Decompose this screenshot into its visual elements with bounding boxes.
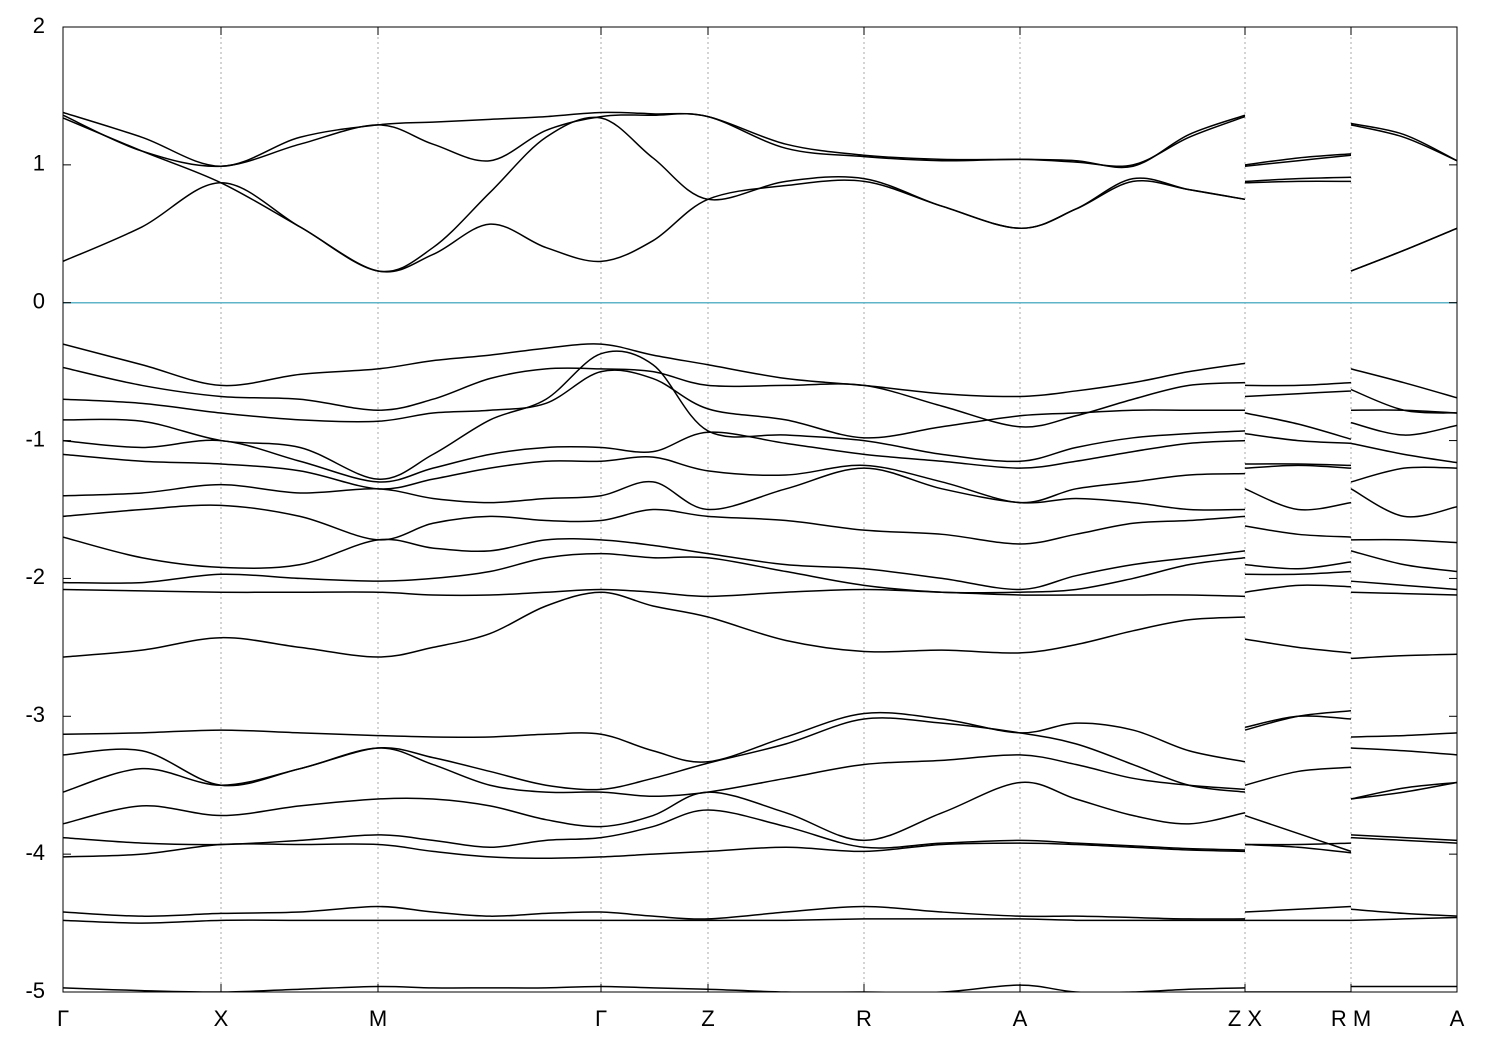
bands <box>63 111 1457 992</box>
x-tick-label: M <box>369 1006 387 1031</box>
y-tick-label: -4 <box>25 840 45 865</box>
band-line <box>63 350 1457 480</box>
x-tick-label: Γ <box>595 1006 607 1031</box>
x-tick-label: Γ <box>57 1006 69 1031</box>
band-line <box>63 591 1457 660</box>
x-tick-label: R M <box>1331 1006 1371 1031</box>
y-tick-label: 1 <box>33 151 45 176</box>
band-line <box>63 747 1457 800</box>
band-line <box>63 116 1457 273</box>
band-line <box>63 431 1457 483</box>
x-tick-label: Z X <box>1228 1006 1263 1031</box>
band-line <box>63 467 1457 518</box>
band-line <box>63 781 1457 853</box>
band-line <box>63 504 1457 545</box>
band-line <box>63 343 1457 399</box>
y-tick-label: -3 <box>25 702 45 727</box>
x-tick-label: A <box>1013 1006 1028 1031</box>
band-line <box>63 453 1457 504</box>
band-line <box>63 369 1457 440</box>
y-tick-label: 0 <box>33 289 45 314</box>
axes: Γ X M Γ Z R A Z X R M A 2 1 0 -1 -2 -3 -4 -5 <box>25 13 1464 1031</box>
y-tick-label: -2 <box>25 564 45 589</box>
band-line <box>63 111 1457 169</box>
band-line <box>63 905 1457 920</box>
band-line <box>63 552 1457 594</box>
x-tick-label: A <box>1450 1006 1465 1031</box>
y-tick-label: -5 <box>25 978 45 1003</box>
band-line <box>63 584 1457 598</box>
plot-frame <box>62 26 1458 993</box>
x-tick-label: Z <box>701 1006 714 1031</box>
y-tick-label: -1 <box>25 426 45 451</box>
band-line <box>63 916 1457 924</box>
y-tick-label: 2 <box>33 13 45 38</box>
x-tick-label: X <box>214 1006 229 1031</box>
x-tick-label: R <box>856 1006 872 1031</box>
band-line <box>63 836 1457 860</box>
band-line <box>63 536 1457 591</box>
